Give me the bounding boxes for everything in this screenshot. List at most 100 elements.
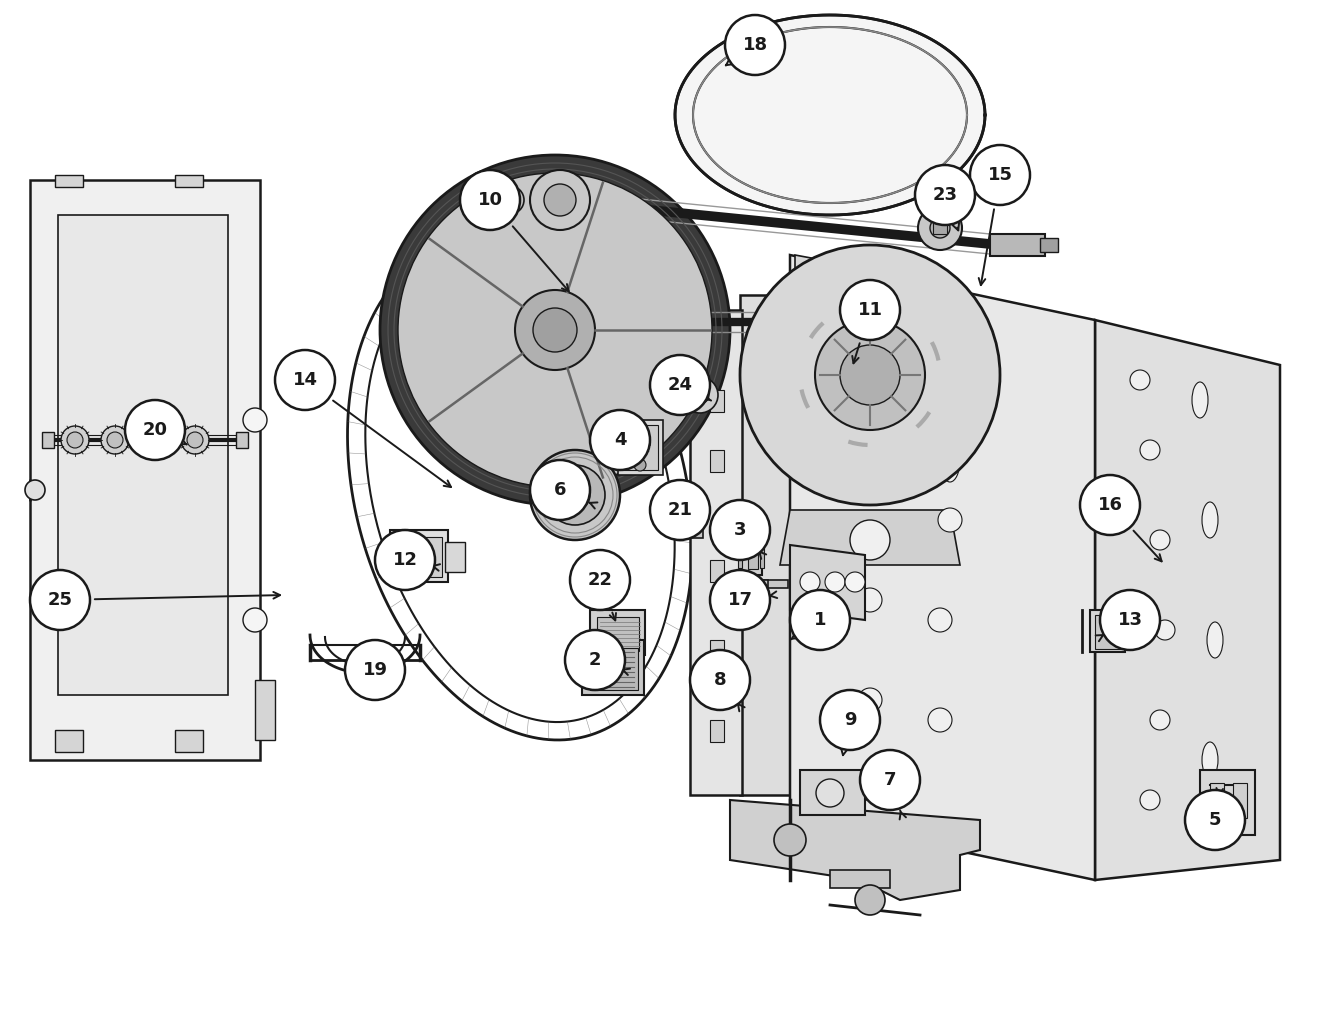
Bar — [59, 215, 227, 695]
Circle shape — [1150, 710, 1170, 730]
Text: 18: 18 — [742, 37, 767, 54]
Bar — [446, 542, 465, 572]
Circle shape — [1150, 530, 1170, 550]
Circle shape — [790, 590, 850, 650]
Bar — [739, 520, 762, 575]
Ellipse shape — [676, 15, 986, 215]
Text: 2: 2 — [589, 651, 601, 669]
Circle shape — [591, 410, 650, 470]
Circle shape — [850, 520, 890, 560]
Bar — [43, 432, 55, 448]
Ellipse shape — [845, 428, 865, 472]
Circle shape — [1140, 440, 1160, 460]
Bar — [583, 640, 644, 695]
Bar — [176, 175, 203, 187]
Text: 10: 10 — [477, 191, 503, 209]
Text: 8: 8 — [714, 671, 726, 689]
Circle shape — [496, 186, 524, 214]
Bar — [710, 640, 724, 662]
Circle shape — [106, 432, 122, 448]
Circle shape — [560, 480, 591, 510]
Circle shape — [928, 708, 952, 732]
Bar — [710, 450, 724, 472]
Circle shape — [774, 824, 806, 856]
Circle shape — [861, 750, 920, 810]
Circle shape — [25, 480, 45, 500]
Circle shape — [858, 478, 882, 502]
Circle shape — [634, 459, 646, 470]
Circle shape — [1185, 790, 1245, 850]
Circle shape — [148, 432, 164, 448]
Text: 21: 21 — [668, 501, 693, 519]
Circle shape — [821, 690, 880, 750]
Circle shape — [101, 426, 129, 454]
Circle shape — [571, 550, 630, 610]
Bar — [255, 680, 275, 740]
Circle shape — [533, 308, 577, 352]
Polygon shape — [730, 800, 980, 900]
Bar — [801, 770, 864, 815]
Bar — [1095, 615, 1123, 649]
Circle shape — [855, 885, 884, 915]
Bar — [390, 530, 448, 582]
Circle shape — [1154, 620, 1174, 640]
Bar — [710, 720, 724, 742]
Circle shape — [710, 500, 770, 560]
Bar — [739, 295, 790, 795]
Ellipse shape — [1208, 622, 1224, 658]
Circle shape — [958, 408, 982, 432]
Ellipse shape — [1202, 502, 1218, 538]
Circle shape — [375, 530, 435, 590]
Circle shape — [1100, 590, 1160, 650]
Text: 20: 20 — [142, 421, 168, 439]
Bar — [738, 528, 742, 568]
Bar — [591, 648, 638, 690]
Bar — [1233, 783, 1248, 818]
Circle shape — [938, 508, 962, 532]
Text: 13: 13 — [1117, 611, 1142, 629]
Bar — [597, 617, 638, 651]
Circle shape — [841, 280, 900, 340]
Circle shape — [398, 173, 712, 487]
Text: 12: 12 — [392, 551, 418, 569]
Circle shape — [845, 572, 865, 592]
Text: 22: 22 — [588, 571, 613, 589]
Circle shape — [31, 570, 90, 630]
Text: 25: 25 — [48, 591, 73, 609]
Bar — [747, 527, 758, 569]
Circle shape — [825, 572, 845, 592]
Circle shape — [529, 450, 620, 540]
Circle shape — [725, 15, 785, 75]
Circle shape — [650, 480, 710, 540]
Circle shape — [181, 426, 209, 454]
Circle shape — [918, 206, 962, 250]
Bar — [1210, 783, 1224, 818]
Ellipse shape — [1192, 382, 1208, 418]
Polygon shape — [790, 545, 864, 620]
Bar — [31, 180, 259, 760]
Circle shape — [529, 460, 591, 520]
Circle shape — [380, 155, 730, 505]
Circle shape — [515, 290, 595, 370]
Bar — [1200, 770, 1256, 835]
Circle shape — [690, 650, 750, 710]
Circle shape — [344, 640, 406, 700]
Bar — [55, 175, 82, 187]
Bar — [759, 580, 787, 588]
Circle shape — [801, 572, 821, 592]
Circle shape — [545, 465, 605, 525]
Circle shape — [858, 689, 882, 712]
Circle shape — [915, 165, 975, 225]
Circle shape — [841, 345, 900, 405]
Text: 23: 23 — [932, 186, 958, 204]
Text: 1: 1 — [814, 611, 826, 629]
Bar — [710, 560, 724, 582]
Text: 16: 16 — [1097, 496, 1123, 514]
Bar — [176, 730, 203, 752]
Circle shape — [710, 570, 770, 630]
Circle shape — [817, 779, 845, 807]
Circle shape — [1130, 370, 1150, 390]
Circle shape — [544, 184, 576, 216]
Bar — [235, 432, 247, 448]
Bar — [618, 420, 662, 475]
